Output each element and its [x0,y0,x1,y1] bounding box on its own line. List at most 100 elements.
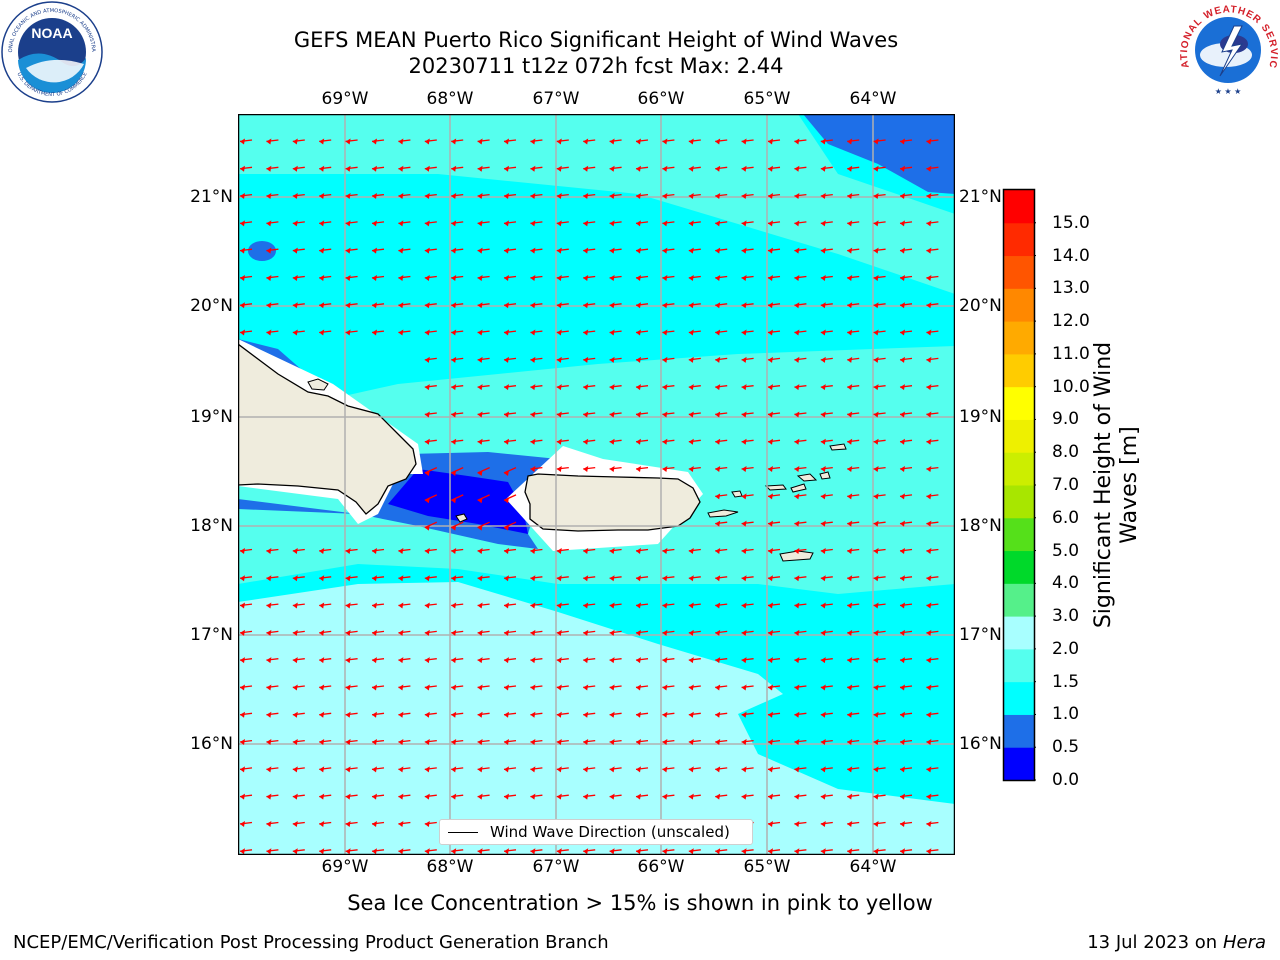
lat-tick-label: 17°N [959,625,1002,645]
wind-arrow [662,329,675,336]
wind-arrow [820,520,833,527]
wind-arrow [239,793,253,800]
wind-arrow [820,766,833,773]
colorbar-segment [1004,419,1034,453]
wind-arrow [530,848,543,855]
wind-arrow [688,274,701,281]
wind-arrow [662,165,675,172]
wind-arrow [371,766,385,773]
lon-tick-label: 68°W [426,89,474,109]
wind-arrow [741,848,754,855]
wind-arrow [266,302,279,309]
wind-arrow [794,820,807,827]
wind-arrow [662,766,675,773]
wind-arrow [926,547,939,554]
wind-arrow [767,711,781,718]
wind-arrow [424,521,438,531]
wind-arrow [741,411,754,418]
wind-arrow [847,520,860,527]
wind-arrow [820,739,833,746]
wind-arrow [583,165,596,172]
wind-arrow [239,848,253,855]
wind-arrow [345,684,358,691]
land-mona-island [455,513,468,523]
wind-arrow [424,165,437,172]
lon-tick-label: 68°W [426,857,474,877]
wind-arrow [451,793,464,800]
wind-arrow [873,657,886,664]
wind-arrow [451,848,464,855]
wind-arrow [371,575,385,582]
wind-arrow [741,193,754,200]
wind-arrow [609,575,622,582]
wind-arrow [398,766,411,773]
footer-left: NCEP/EMC/Verification Post Processing Pr… [13,932,609,953]
wind-arrow [477,302,490,309]
wind-arrow [424,247,437,254]
wind-arrow [609,165,622,172]
wind-arrow [503,848,517,855]
colorbar-tick-label: 10.0 [1052,376,1090,397]
wind-arrow [424,793,437,800]
wind-arrow [477,220,490,227]
lon-tick-label: 64°W [849,857,897,877]
wind-arrow [503,220,517,227]
wind-arrow [715,165,728,172]
wind-arrow [583,629,596,636]
wind-arrow [398,657,411,664]
wind-arrow [530,384,543,391]
wind-arrow [847,575,860,582]
wind-arrow [530,247,543,254]
wind-arrow [741,575,754,582]
wind-arrow [794,793,807,800]
wind-arrow [266,739,279,746]
wind-arrow [609,302,622,309]
wind-arrow [926,138,939,145]
wind-arrow [556,411,569,418]
wind-arrow [715,220,728,227]
wind-arrow [503,165,517,172]
wind-arrow [451,629,464,636]
wind-arrow [345,766,358,773]
wind-arrow [477,384,490,391]
wind-arrow [820,684,833,691]
colorbar [1002,188,1036,782]
wind-arrow [794,684,807,691]
wind-arrow [794,493,807,500]
wind-arrow [662,274,675,281]
colorbar-tick-label: 2.0 [1052,638,1080,659]
wind-arrow [662,657,675,664]
wind-arrow [292,766,305,773]
wind-arrow [688,575,701,582]
wind-arrow [688,629,701,636]
wind-arrow [292,739,305,746]
colorbar-tick-label: 13.0 [1052,278,1090,299]
nws-logo: NATIONAL WEATHER SERVICE ★ ★ ★ [1172,0,1280,100]
wind-arrow [556,575,569,582]
colorbar-segment [1004,386,1034,420]
wind-arrow [424,657,437,664]
wind-arrow [794,220,807,227]
wind-arrow [583,138,596,145]
wind-arrow [239,739,253,746]
wind-arrow [767,356,781,363]
wind-arrow [847,220,860,227]
lon-tick-label: 64°W [849,89,897,109]
wind-arrow [662,384,675,391]
colorbar-segment [1004,583,1034,617]
wind-arrow [715,466,728,473]
wind-arrow [398,575,411,582]
wind-arrow [715,193,728,200]
wind-arrow [503,684,517,691]
wind-arrow [503,575,517,582]
wind-arrow [503,629,517,636]
wind-arrow [319,302,332,309]
wind-arrow [292,657,305,664]
wind-arrow [847,739,860,746]
wind-arrow [688,766,701,773]
wind-arrow [530,329,543,336]
wind-arrow [741,547,754,554]
wind-arrow [556,739,569,746]
wind-arrow [873,520,886,527]
wind-arrow [477,766,490,773]
